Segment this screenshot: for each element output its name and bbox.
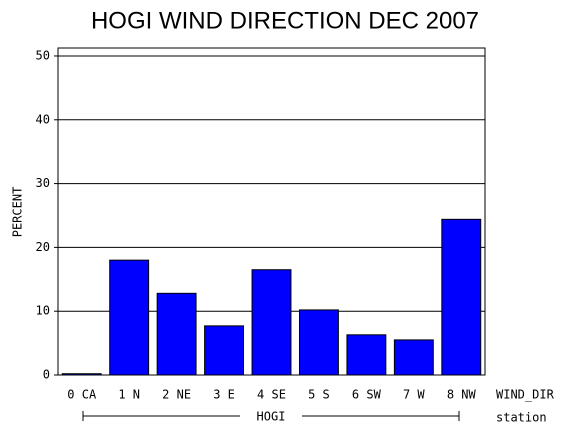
- x-tick-label: 8 NW: [447, 388, 477, 402]
- bar: [204, 325, 245, 376]
- y-tick-label: 0: [43, 368, 50, 382]
- group-label: HOGI: [257, 410, 286, 424]
- bar: [61, 373, 102, 376]
- bar: [109, 259, 150, 376]
- y-axis-label: PERCENT: [11, 187, 25, 238]
- y-tick-label: 20: [36, 240, 50, 254]
- bar: [346, 334, 387, 376]
- x-tick-label: 3 E: [213, 388, 235, 402]
- x-tick-label: 7 W: [403, 388, 425, 402]
- y-tick-label: 30: [36, 176, 50, 190]
- x-axis-label: WIND_DIR: [496, 388, 555, 402]
- bar: [441, 218, 482, 376]
- bar: [298, 309, 339, 376]
- group-axis-label: station: [496, 411, 547, 425]
- x-tick-label: 2 NE: [162, 388, 191, 402]
- bar: [156, 292, 197, 376]
- y-tick-label: 40: [36, 112, 50, 126]
- bar: [393, 339, 434, 376]
- x-tick-label: 0 CA: [67, 388, 97, 402]
- x-tick-label: 5 S: [308, 388, 330, 402]
- y-tick-label: 50: [36, 48, 50, 62]
- chart-title: HOGI WIND DIRECTION DEC 2007: [91, 7, 479, 34]
- x-tick-label: 4 SE: [257, 388, 286, 402]
- y-tick-label: 10: [36, 304, 50, 318]
- bar: [251, 269, 292, 376]
- x-tick-label: 1 N: [118, 388, 140, 402]
- x-tick-label: 6 SW: [352, 388, 382, 402]
